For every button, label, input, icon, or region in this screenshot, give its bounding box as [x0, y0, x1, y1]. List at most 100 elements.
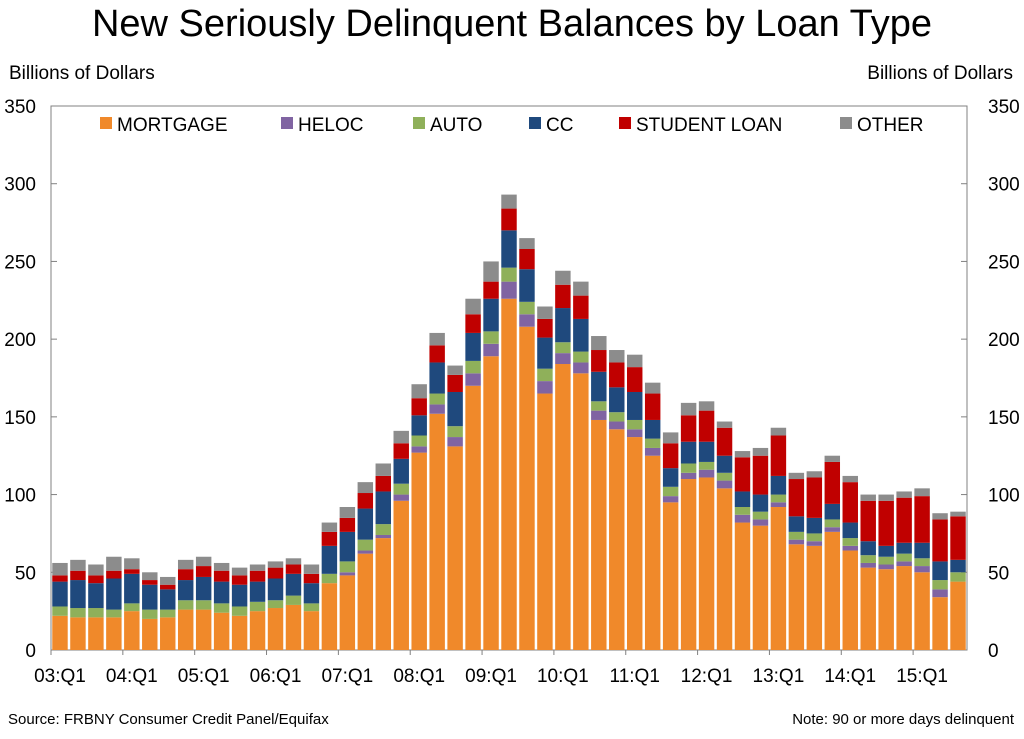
bar-segment — [716, 455, 733, 473]
bar-segment — [591, 371, 607, 402]
bar-segment — [429, 332, 445, 346]
bar-segment — [734, 451, 751, 458]
bar-segment — [824, 503, 841, 520]
bar-segment — [878, 545, 894, 557]
bar-segment — [267, 578, 284, 601]
bar-segment — [303, 583, 320, 604]
bar-segment — [573, 318, 589, 352]
bar-segment — [573, 351, 589, 363]
legend-label: AUTO — [430, 115, 482, 136]
bar-segment — [662, 486, 679, 497]
legend-swatch — [840, 117, 852, 129]
bar-segment — [483, 343, 499, 357]
y-tick-label-left: 50 — [15, 563, 36, 584]
bar-segment — [752, 519, 769, 526]
bar-segment — [573, 295, 589, 319]
bar-segment — [896, 542, 912, 554]
bar-segment — [519, 301, 535, 315]
bar-segment — [411, 384, 427, 399]
bar-segment — [950, 581, 966, 650]
bar-segment — [806, 477, 823, 518]
bar-segment — [249, 570, 266, 582]
bar-segment — [788, 516, 805, 532]
bar-segment — [609, 387, 625, 413]
legend-swatch — [100, 117, 112, 129]
bar-segment — [429, 393, 445, 405]
bar-segment — [483, 356, 499, 650]
bar-segment — [357, 553, 374, 650]
bar-segment — [339, 531, 356, 562]
bar-segment — [339, 517, 356, 532]
bar-segment — [824, 527, 841, 532]
bar-segment — [770, 502, 787, 507]
bar-segment — [878, 564, 894, 570]
bar-segment — [393, 494, 409, 501]
bar-segment — [106, 617, 122, 650]
bar-segment — [680, 415, 697, 442]
bar-segment — [716, 480, 733, 489]
bar-segment — [375, 491, 391, 525]
bar-segment — [824, 531, 841, 650]
y-tick-label-left: 200 — [4, 330, 36, 351]
bar-segment — [88, 583, 104, 609]
bar-segment — [70, 608, 86, 618]
bar-segment — [609, 362, 625, 388]
bar-segment — [806, 517, 823, 534]
bar-segment — [573, 281, 589, 296]
bar-segment — [411, 452, 427, 650]
x-tick-label: 08:Q1 — [393, 666, 445, 687]
bar-segment — [555, 308, 571, 343]
bar-segment — [411, 415, 427, 436]
bar-segment — [160, 576, 176, 585]
bar-segment — [106, 556, 122, 571]
legend-swatch — [281, 117, 293, 129]
bar-segment — [375, 463, 391, 476]
bar-segment — [537, 306, 553, 319]
bar-segment — [878, 500, 894, 546]
bar-segment — [195, 600, 212, 610]
bar-segment — [537, 368, 553, 382]
bar-segment — [896, 491, 912, 498]
bar-segment — [195, 576, 212, 601]
bar-segment — [267, 567, 284, 579]
bar-segment — [914, 566, 930, 573]
bar-segment — [734, 457, 751, 492]
bar-segment — [788, 539, 805, 545]
y-tick-label-left: 350 — [4, 97, 36, 118]
bar-segment — [429, 404, 445, 414]
bar-segment — [447, 374, 463, 392]
bar-segment — [52, 606, 68, 616]
bar-segment — [806, 545, 823, 650]
bar-segment — [609, 412, 625, 422]
bar-segment — [285, 558, 302, 565]
source-note: Source: FRBNY Consumer Credit Panel/Equi… — [8, 711, 329, 728]
bar-segment — [321, 522, 338, 532]
bar-segment — [70, 617, 86, 650]
bar-segment — [339, 507, 356, 518]
bar-segment — [752, 525, 769, 650]
bar-segment — [321, 573, 338, 584]
bar-segment — [70, 559, 86, 571]
bar-segment — [483, 298, 499, 332]
bar-segment — [555, 364, 571, 650]
bar-segment — [519, 238, 535, 249]
y-tick-label-right: 0 — [988, 641, 999, 662]
y-axis-unit-left: Billions of Dollars — [9, 63, 155, 84]
bar-segment — [932, 561, 948, 581]
bar-segment — [950, 572, 966, 582]
x-tick-label: 09:Q1 — [465, 666, 517, 687]
bar-segment — [573, 362, 589, 374]
bar-segment — [339, 572, 356, 576]
legend-label: HELOC — [298, 115, 363, 136]
bar-segment — [519, 269, 535, 302]
bar-segment — [788, 544, 805, 650]
bar-segment — [896, 553, 912, 562]
bar-segment — [249, 611, 266, 650]
bar-segment — [177, 580, 194, 601]
bar-segment — [177, 569, 194, 581]
bar-segment — [375, 524, 391, 535]
bar-segment — [788, 479, 805, 517]
bar-segment — [267, 608, 284, 650]
bar-segment — [842, 538, 858, 546]
